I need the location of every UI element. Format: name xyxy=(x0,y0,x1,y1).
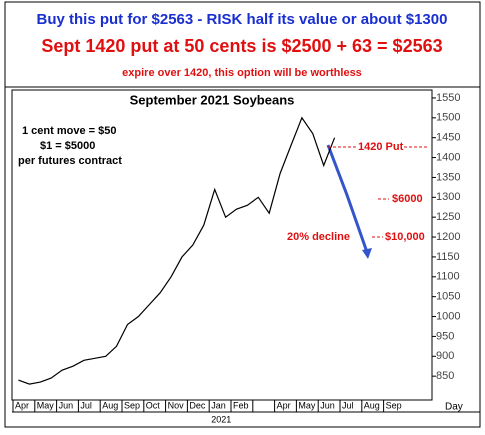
y-tick-label: 1350 xyxy=(436,171,460,183)
annotation: 20% decline xyxy=(287,231,350,243)
plot-area xyxy=(11,89,433,401)
annotation: $1 = $5000 xyxy=(40,140,95,152)
y-tick-label: 1150 xyxy=(436,251,460,263)
x-tick-label: Apr xyxy=(277,400,291,410)
header-line: Buy this put for $2563 - RISK half its v… xyxy=(37,11,448,28)
chart-frame xyxy=(4,86,481,428)
x-tick-label: Nov xyxy=(168,400,185,410)
y-tick-label: 950 xyxy=(436,330,454,342)
annotation: per futures contract xyxy=(18,155,122,167)
header-line: expire over 1420, this option will be wo… xyxy=(122,67,362,79)
x-tick-label: May xyxy=(298,400,316,410)
annotation: 1420 Put xyxy=(358,141,404,153)
header-line: Sept 1420 put at 50 cents is $2500 + 63 … xyxy=(41,36,442,56)
y-tick-label: 1550 xyxy=(436,92,460,104)
annotation: $6000 xyxy=(392,193,423,205)
y-tick-label: 1250 xyxy=(436,211,460,223)
x-tick-label: Oct xyxy=(146,400,161,410)
y-tick-label: 1500 xyxy=(436,112,460,124)
arrow-head xyxy=(362,248,372,259)
x-tick-label: Jul xyxy=(342,400,354,410)
x-tick-label: May xyxy=(37,400,55,410)
y-tick-label: 1400 xyxy=(436,151,460,163)
chart-title: September 2021 Soybeans xyxy=(130,92,295,107)
header-box xyxy=(4,1,481,88)
y-tick-label: 900 xyxy=(436,350,454,362)
x-tick-label: Aug xyxy=(364,400,380,410)
year-label: 2021 xyxy=(211,414,231,424)
x-tick-label: Sep xyxy=(124,400,140,410)
x-tick-label: Dec xyxy=(189,400,206,410)
y-tick-label: 1200 xyxy=(436,231,460,243)
annotation: $10,000 xyxy=(385,231,425,243)
y-tick-label: 1300 xyxy=(436,191,460,203)
x-tick-label: Feb xyxy=(233,400,249,410)
x-tick-label: Sep xyxy=(386,400,402,410)
y-tick-label: 1050 xyxy=(436,291,460,303)
y-tick-label: 1000 xyxy=(436,310,460,322)
x-tick-label: Jan xyxy=(211,400,226,410)
y-tick-label: 1450 xyxy=(436,132,460,144)
annotation: 1 cent move = $50 xyxy=(22,125,116,137)
projection-arrow xyxy=(326,144,370,256)
x-tick-label: Apr xyxy=(15,400,29,410)
y-tick-label: 850 xyxy=(436,370,454,382)
x-tick-label: Jun xyxy=(59,400,74,410)
x-tick-label: Jun xyxy=(320,400,335,410)
y-tick-label: 1100 xyxy=(436,271,460,283)
x-tick-label: Aug xyxy=(102,400,118,410)
x-tick-label: Jul xyxy=(80,400,92,410)
x-unit-label: Day xyxy=(445,402,463,413)
price-line xyxy=(18,116,336,385)
